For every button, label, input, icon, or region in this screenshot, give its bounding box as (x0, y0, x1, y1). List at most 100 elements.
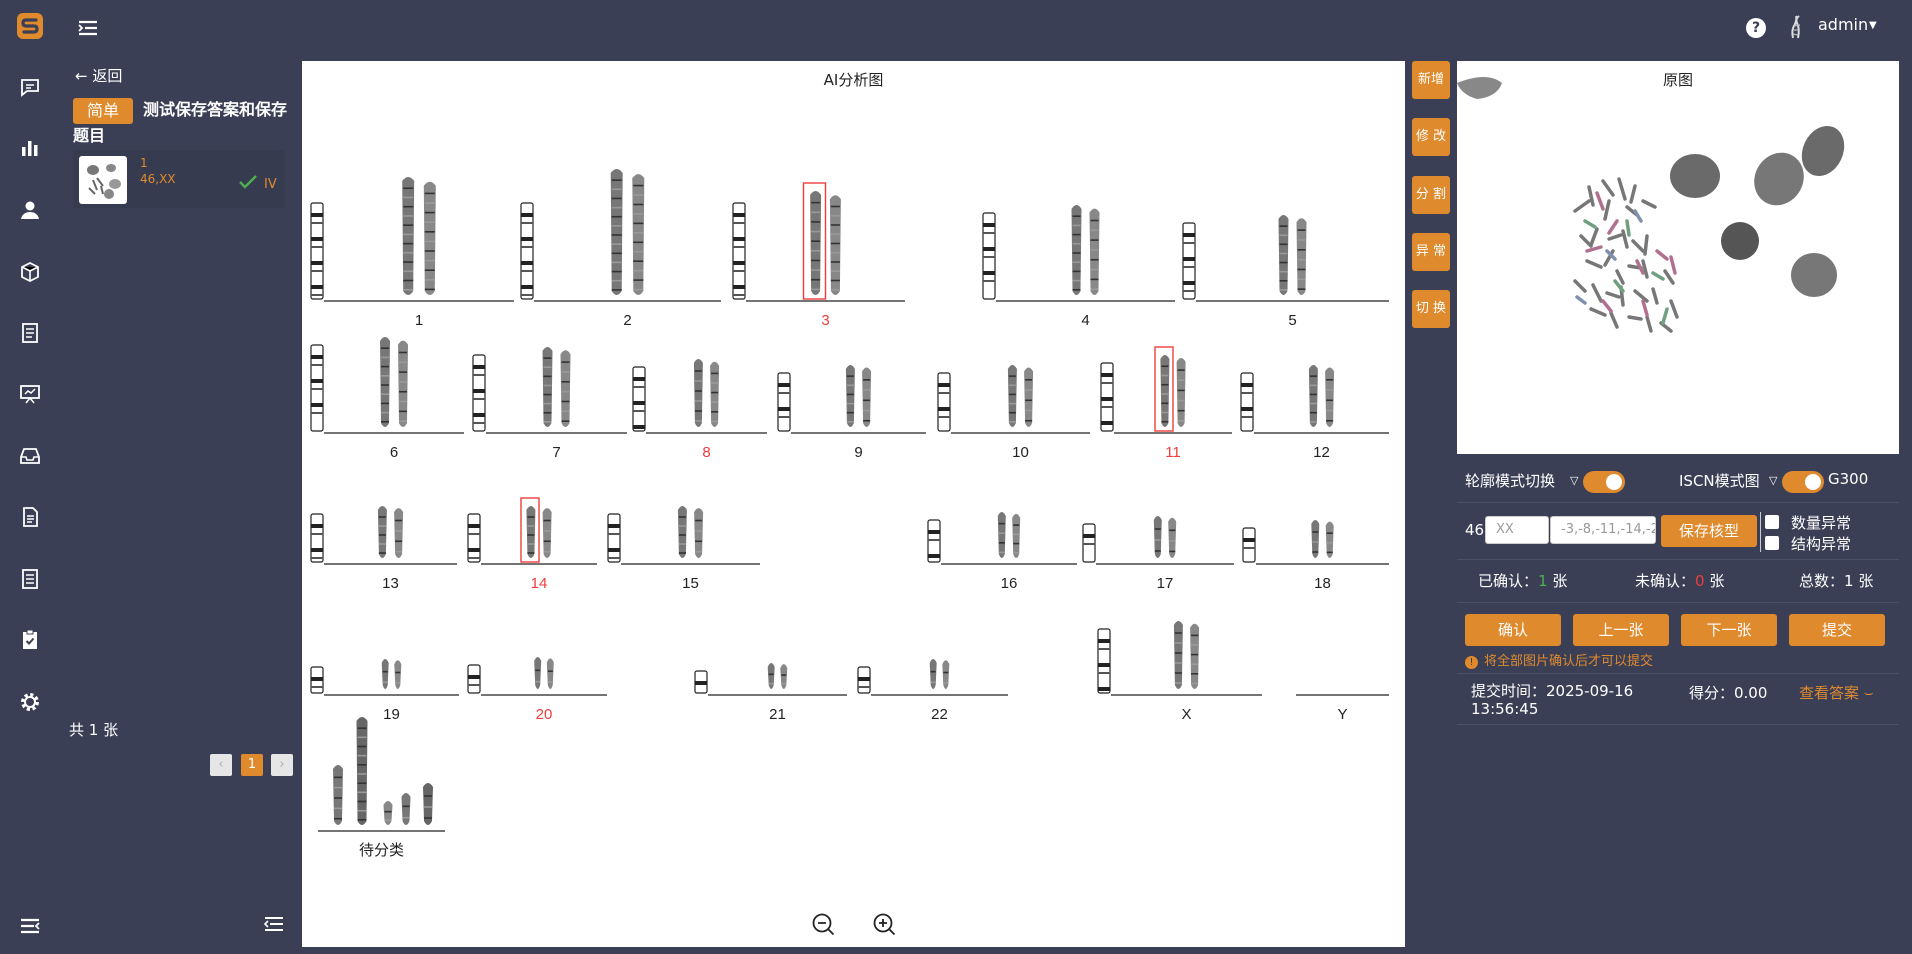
chromosome-slot[interactable]: 12 (1240, 365, 1389, 461)
chromosome-label: 19 (383, 706, 400, 723)
chart-icon[interactable] (18, 136, 42, 160)
chevron-down-icon[interactable]: ▼ (1869, 20, 1877, 31)
ideogram (310, 202, 324, 300)
case-thumbnail[interactable] (79, 156, 127, 204)
pagination-current[interactable]: 1 (241, 754, 263, 776)
sex-chromosome-input[interactable]: XX (1485, 516, 1549, 544)
warning-text: 将全部图片确认后才可以提交 (1484, 654, 1654, 669)
report-icon[interactable] (18, 567, 42, 591)
ideogram (1240, 372, 1254, 432)
chromosome-slot[interactable]: 18 (1242, 520, 1389, 592)
chromosome-slot[interactable]: 8 (632, 359, 767, 461)
chromosome-slot[interactable]: 9 (777, 365, 926, 461)
chromosome-slot[interactable]: 待分类 (318, 717, 445, 859)
ideogram (310, 513, 324, 563)
chromosome-slot[interactable]: 4 (982, 205, 1175, 329)
confirmed-label: 已确认： (1478, 572, 1539, 590)
inbox-icon[interactable] (18, 444, 42, 468)
ideogram (467, 513, 481, 563)
pagination-prev[interactable]: ‹ (210, 754, 232, 776)
case-karyotype: 46,XX (140, 172, 176, 186)
abnormal-button[interactable]: 异 常 (1412, 233, 1450, 271)
next-image-button[interactable]: 下一张 (1681, 614, 1777, 646)
chromosome-label: 5 (1288, 312, 1296, 329)
chromosome-slot[interactable]: 3 (732, 182, 905, 329)
chromosome-slot[interactable]: Y (1296, 694, 1389, 723)
chromosome-slot[interactable]: 16 (927, 512, 1077, 592)
contour-mode-toggle[interactable] (1583, 471, 1625, 493)
abnormal-highlight (802, 182, 827, 300)
chromosome-slot[interactable]: 7 (472, 347, 627, 461)
help-icon[interactable]: ? (1746, 18, 1766, 38)
chevron-down-icon[interactable]: ▽ (1570, 474, 1579, 487)
chromosome-slot[interactable]: 15 (607, 506, 760, 592)
abnormality-input[interactable]: -3,-8,-11,-14,-20 (1550, 516, 1656, 544)
document-icon[interactable] (18, 505, 42, 529)
menu-collapse-icon[interactable] (18, 914, 42, 938)
structural-abnormal-checkbox[interactable] (1765, 536, 1779, 550)
chromosome-slot[interactable]: 22 (857, 659, 1008, 723)
original-title: 原图 (1662, 71, 1693, 89)
iscn-mode-toggle[interactable] (1782, 471, 1824, 493)
zoom-out-icon[interactable] (811, 912, 837, 938)
chromosome-slot[interactable]: 21 (694, 663, 847, 723)
save-karyotype-button[interactable]: 保存核型 (1661, 515, 1757, 547)
chromosome-label: 18 (1314, 575, 1331, 592)
chromosome-slot[interactable]: 1 (310, 177, 514, 329)
clipboard-check-icon[interactable] (18, 628, 42, 652)
split-button[interactable]: 分 割 (1412, 176, 1450, 214)
chromosome-slot[interactable]: 5 (1182, 215, 1389, 329)
user-name[interactable]: admin (1818, 15, 1869, 34)
back-link[interactable]: ← 返回 (75, 67, 123, 85)
total-count: 共 1 张 (69, 721, 119, 739)
chromosome-slot[interactable]: 19 (310, 659, 459, 723)
ideogram (927, 519, 941, 563)
difficulty-badge: 简单 (73, 98, 133, 124)
user-icon[interactable] (18, 198, 42, 222)
switch-button[interactable]: 切 换 (1412, 290, 1450, 328)
numeric-abnormal-checkbox[interactable] (1765, 515, 1779, 529)
confirmed-count: 1 (1538, 572, 1548, 590)
book-icon[interactable] (18, 321, 42, 345)
resolution-label: G300 (1828, 470, 1869, 488)
ideogram (632, 366, 646, 432)
check-icon (238, 174, 258, 190)
app-logo-icon[interactable] (15, 11, 45, 41)
divider (1457, 724, 1899, 725)
chromosome-slot[interactable]: 14 (467, 497, 597, 592)
submit-button[interactable]: 提交 (1789, 614, 1885, 646)
unconfirmed-label: 未确认： (1635, 572, 1696, 590)
metaphase-image[interactable] (1457, 61, 1899, 454)
add-button[interactable]: 新增 (1412, 61, 1450, 99)
view-answer-label: 查看答案 (1799, 684, 1860, 702)
chromosome-slot[interactable]: 6 (310, 337, 464, 461)
message-icon[interactable] (18, 75, 42, 99)
contour-mode-label: 轮廓模式切换 (1465, 472, 1556, 490)
pagination-next[interactable]: › (271, 754, 293, 776)
view-answer-link[interactable]: 查看答案 ⌣ (1799, 682, 1874, 703)
panel-collapse-icon[interactable] (263, 914, 285, 934)
abnormal-highlight (520, 497, 540, 563)
chromosome-slot[interactable]: 20 (467, 657, 607, 723)
settings-icon[interactable] (18, 690, 42, 714)
chromosome-slot[interactable]: 10 (937, 365, 1090, 461)
chromosome-slot[interactable]: 2 (520, 169, 721, 329)
user-avatar-icon[interactable] (1786, 14, 1808, 40)
karyotype-controls: 轮廓模式切换 ▽ ISCN模式图 ▽ G300 46 XX -3,-8,-11,… (1457, 458, 1899, 728)
divider (1457, 502, 1899, 503)
presentation-icon[interactable] (18, 382, 42, 406)
box-icon[interactable] (18, 259, 42, 283)
chromosome-slot[interactable]: 13 (310, 506, 457, 592)
prev-image-button[interactable]: 上一张 (1573, 614, 1669, 646)
chromosome-label: 22 (931, 706, 948, 723)
edit-button[interactable]: 修 改 (1412, 118, 1450, 156)
confirm-button[interactable]: 确认 (1465, 614, 1561, 646)
menu-toggle-icon[interactable] (76, 16, 100, 40)
chromosome-slot[interactable]: 17 (1082, 516, 1234, 592)
chevron-down-icon[interactable]: ▽ (1769, 474, 1778, 487)
case-thumbnail-card[interactable]: 1 46,XX IV (73, 150, 285, 208)
chromosome-slot[interactable]: 11 (1100, 346, 1232, 461)
ideogram (777, 372, 791, 432)
chromosome-slot[interactable]: X (1097, 621, 1262, 723)
zoom-in-icon[interactable] (872, 912, 898, 938)
